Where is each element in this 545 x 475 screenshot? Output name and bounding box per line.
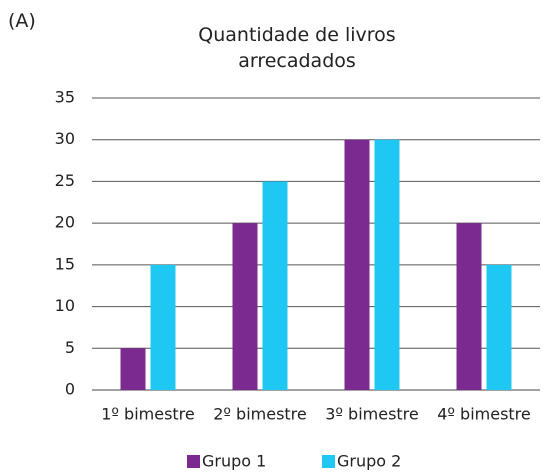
bar [374,139,400,390]
bar [262,181,288,390]
bar [456,223,482,390]
y-tick-label: 5 [65,338,75,357]
x-tick-label: 3º bimestre [325,405,419,424]
bar [344,139,370,390]
bar [120,348,146,390]
y-tick-label: 30 [55,129,75,148]
legend-swatch [322,455,335,468]
legend-label: Grupo 1 [202,452,266,471]
legend-swatch [187,455,200,468]
x-tick-label: 4º bimestre [437,405,531,424]
bar [232,223,258,390]
x-tick-label: 1º bimestre [101,405,195,424]
x-tick-label: 2º bimestre [213,405,307,424]
chart-title: Quantidade de livros arrecadados [198,24,396,72]
panel-label: (A) [8,10,36,32]
bar [150,264,176,390]
bar [486,264,512,390]
y-tick-label: 10 [55,296,75,315]
y-tick-label: 20 [55,213,75,232]
legend-label: Grupo 2 [337,452,401,471]
y-tick-label: 35 [55,88,75,107]
y-tick-label: 0 [65,380,75,399]
y-tick-label: 25 [55,171,75,190]
y-tick-label: 15 [55,254,75,273]
